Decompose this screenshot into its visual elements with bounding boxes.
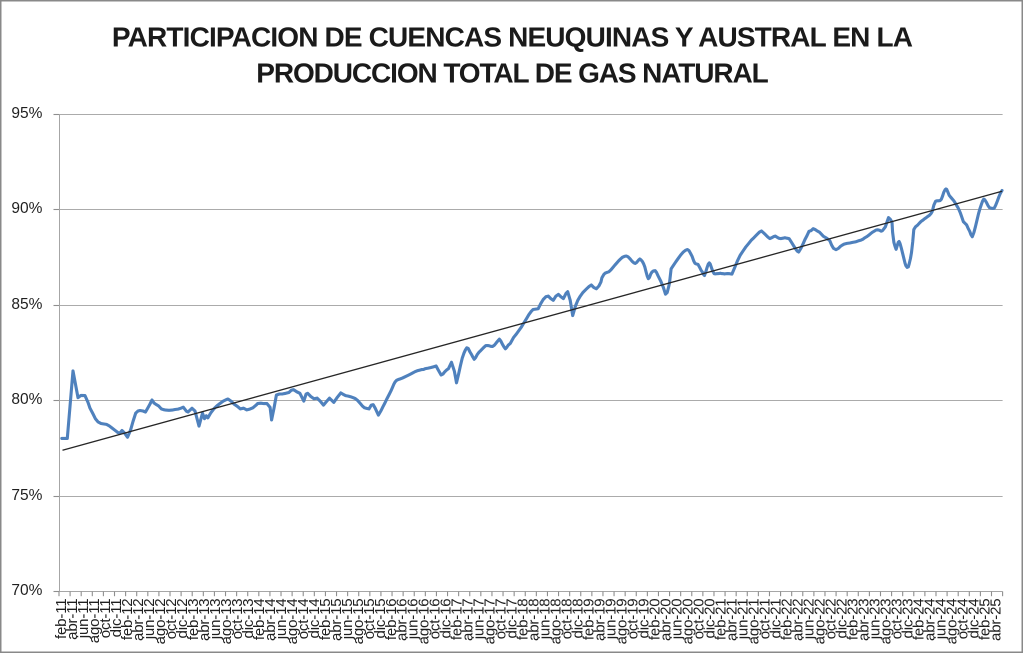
svg-text:feb-17: feb-17 bbox=[449, 599, 466, 641]
svg-text:feb-16: feb-16 bbox=[383, 599, 400, 641]
svg-text:jun-12: jun-12 bbox=[141, 599, 158, 641]
svg-text:oct-23: oct-23 bbox=[889, 599, 906, 640]
svg-text:dic-21: dic-21 bbox=[768, 599, 785, 639]
svg-text:oct-14: oct-14 bbox=[295, 599, 312, 640]
svg-text:dic-12: dic-12 bbox=[174, 599, 191, 639]
svg-text:feb-23: feb-23 bbox=[845, 599, 862, 641]
svg-text:feb-11: feb-11 bbox=[53, 599, 70, 640]
svg-text:dic-16: dic-16 bbox=[438, 599, 455, 639]
svg-text:75%: 75% bbox=[11, 487, 42, 504]
svg-text:feb-25: feb-25 bbox=[976, 599, 993, 641]
svg-text:PRODUCCION TOTAL DE GAS NATURA: PRODUCCION TOTAL DE GAS NATURAL bbox=[256, 57, 768, 88]
svg-text:jun-19: jun-19 bbox=[603, 599, 620, 641]
svg-text:dic-24: dic-24 bbox=[965, 599, 982, 639]
svg-text:oct-24: oct-24 bbox=[954, 599, 971, 640]
svg-text:90%: 90% bbox=[11, 200, 42, 217]
svg-text:dic-23: dic-23 bbox=[900, 599, 917, 639]
svg-text:dic-18: dic-18 bbox=[570, 599, 587, 639]
svg-text:jun-11: jun-11 bbox=[75, 599, 92, 640]
svg-text:ago-20: ago-20 bbox=[680, 599, 697, 645]
svg-text:jun-22: jun-22 bbox=[801, 599, 818, 641]
svg-text:feb-14: feb-14 bbox=[251, 599, 268, 641]
svg-text:feb-18: feb-18 bbox=[515, 599, 532, 641]
svg-text:PARTICIPACION DE CUENCAS NEUQU: PARTICIPACION DE CUENCAS NEUQUINAS Y AUS… bbox=[112, 22, 913, 53]
svg-text:oct-11: oct-11 bbox=[97, 599, 114, 639]
svg-text:jun-24: jun-24 bbox=[933, 599, 950, 641]
svg-text:abr-20: abr-20 bbox=[658, 599, 675, 641]
svg-text:dic-15: dic-15 bbox=[372, 599, 389, 639]
svg-text:dic-19: dic-19 bbox=[636, 599, 653, 639]
svg-text:oct-13: oct-13 bbox=[229, 599, 246, 640]
svg-text:abr-22: abr-22 bbox=[790, 599, 807, 641]
svg-text:oct-16: oct-16 bbox=[427, 599, 444, 640]
svg-text:abr-18: abr-18 bbox=[526, 599, 543, 641]
svg-text:abr-24: abr-24 bbox=[922, 599, 939, 641]
svg-text:jun-16: jun-16 bbox=[405, 599, 422, 641]
svg-text:feb-12: feb-12 bbox=[119, 599, 136, 641]
svg-text:oct-22: oct-22 bbox=[823, 599, 840, 640]
svg-text:dic-17: dic-17 bbox=[504, 599, 521, 639]
svg-text:oct-20: oct-20 bbox=[691, 599, 708, 640]
svg-text:jun-20: jun-20 bbox=[669, 599, 686, 641]
svg-text:abr-19: abr-19 bbox=[592, 599, 609, 641]
svg-text:ago-14: ago-14 bbox=[284, 599, 301, 645]
svg-text:ago-23: ago-23 bbox=[878, 599, 895, 645]
svg-text:ago-21: ago-21 bbox=[746, 599, 763, 645]
svg-text:85%: 85% bbox=[11, 296, 42, 313]
svg-text:feb-22: feb-22 bbox=[779, 599, 796, 641]
svg-text:oct-21: oct-21 bbox=[757, 599, 774, 640]
svg-text:ago-15: ago-15 bbox=[350, 599, 367, 645]
svg-text:abr-21: abr-21 bbox=[724, 599, 741, 641]
svg-text:70%: 70% bbox=[11, 582, 42, 599]
svg-text:jun-18: jun-18 bbox=[537, 599, 554, 641]
svg-text:feb-21: feb-21 bbox=[713, 599, 730, 641]
svg-text:ago-13: ago-13 bbox=[218, 599, 235, 645]
svg-text:feb-20: feb-20 bbox=[647, 599, 664, 641]
svg-text:oct-17: oct-17 bbox=[493, 599, 510, 640]
svg-text:jun-21: jun-21 bbox=[735, 599, 752, 641]
svg-text:jun-15: jun-15 bbox=[339, 599, 356, 641]
svg-text:abr-25: abr-25 bbox=[987, 599, 1004, 641]
svg-text:jun-23: jun-23 bbox=[867, 599, 884, 641]
svg-text:oct-19: oct-19 bbox=[625, 599, 642, 640]
svg-text:dic-20: dic-20 bbox=[702, 599, 719, 639]
svg-text:80%: 80% bbox=[11, 391, 42, 408]
svg-text:abr-14: abr-14 bbox=[262, 599, 279, 641]
svg-text:ago-18: ago-18 bbox=[548, 599, 565, 645]
svg-text:oct-15: oct-15 bbox=[361, 599, 378, 640]
svg-text:feb-24: feb-24 bbox=[911, 599, 928, 641]
svg-text:jun-17: jun-17 bbox=[471, 599, 488, 641]
svg-text:abr-16: abr-16 bbox=[394, 599, 411, 641]
svg-text:ago-16: ago-16 bbox=[416, 599, 433, 645]
svg-text:ago-19: ago-19 bbox=[614, 599, 631, 645]
svg-text:dic-11: dic-11 bbox=[108, 599, 125, 638]
svg-text:abr-23: abr-23 bbox=[856, 599, 873, 641]
svg-text:dic-22: dic-22 bbox=[834, 599, 851, 639]
svg-text:dic-14: dic-14 bbox=[306, 599, 323, 639]
svg-text:feb-15: feb-15 bbox=[317, 599, 334, 641]
svg-text:dic-13: dic-13 bbox=[240, 599, 257, 639]
svg-text:abr-11: abr-11 bbox=[64, 599, 81, 640]
svg-text:abr-15: abr-15 bbox=[328, 599, 345, 641]
svg-text:abr-13: abr-13 bbox=[196, 599, 213, 641]
svg-text:abr-17: abr-17 bbox=[460, 599, 477, 641]
svg-text:feb-19: feb-19 bbox=[581, 599, 598, 641]
svg-text:ago-24: ago-24 bbox=[943, 599, 960, 645]
svg-text:abr-12: abr-12 bbox=[130, 599, 147, 641]
svg-text:jun-14: jun-14 bbox=[273, 599, 290, 641]
svg-text:oct-12: oct-12 bbox=[163, 599, 180, 640]
svg-text:ago-12: ago-12 bbox=[152, 599, 169, 645]
svg-text:oct-18: oct-18 bbox=[559, 599, 576, 640]
svg-text:jun-13: jun-13 bbox=[207, 599, 224, 641]
svg-text:95%: 95% bbox=[11, 105, 42, 122]
svg-text:ago-17: ago-17 bbox=[482, 599, 499, 645]
svg-text:ago-22: ago-22 bbox=[812, 599, 829, 645]
svg-text:feb-13: feb-13 bbox=[185, 599, 202, 641]
svg-text:ago-11: ago-11 bbox=[86, 599, 103, 644]
